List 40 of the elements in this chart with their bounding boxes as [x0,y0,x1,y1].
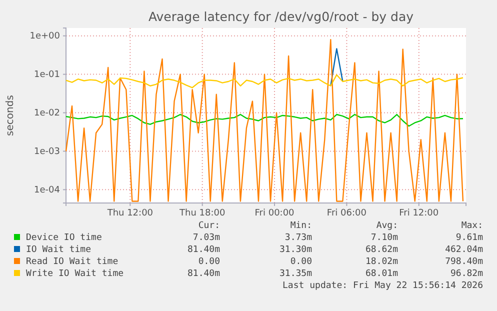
text: 0.00 [198,257,220,267]
legend-label: IO Wait time [26,245,92,255]
x-tick-label: Thu 18:00 [178,208,226,218]
text: 81.40m [187,269,220,279]
text: 18.02m [365,257,398,267]
y-tick-label: 1e+00 [30,32,60,42]
text: 7.10m [370,233,398,243]
legend-label: Write IO Wait time [26,269,124,279]
legend-label: Device IO time [26,233,102,243]
text: 0.00 [290,257,312,267]
y-tick-label: 1e-03 [34,147,60,158]
text: 3.73m [284,233,312,243]
text: 68.62m [365,245,398,255]
text: Avg: [376,221,398,231]
legend-label: Read IO Wait time [26,257,118,267]
text: 31.35m [279,269,312,279]
x-tick-label: Fri 00:00 [254,208,295,218]
text: Max: [461,221,483,231]
line-series [65,39,464,202]
y-tick-label: 1e-01 [34,70,60,80]
line-series [65,74,464,88]
text: Min: [290,221,312,231]
text: 7.03m [192,233,220,243]
y-tick-label: 1e-04 [34,186,60,196]
text: 31.30m [279,245,312,255]
text: 798.40m [445,257,483,267]
line-series [65,114,464,127]
y-tick-label: 1e-02 [34,108,60,119]
text: 462.04m [445,245,483,255]
text: Last update: Fri May 22 15:56:14 2026 [282,281,483,291]
text: 68.01m [365,269,398,279]
text: 96.82m [450,269,483,279]
x-tick-label: Fri 06:00 [326,208,367,218]
text: Cur: [198,221,220,231]
x-tick-label: Thu 12:00 [106,208,154,218]
chart-title: Average latency for /dev/vg0/root - by day [148,9,414,24]
x-tick-label: Fri 12:00 [399,208,439,218]
y-axis-title: seconds [5,95,16,136]
text: 9.61m [456,233,483,243]
text: 81.40m [187,245,220,255]
